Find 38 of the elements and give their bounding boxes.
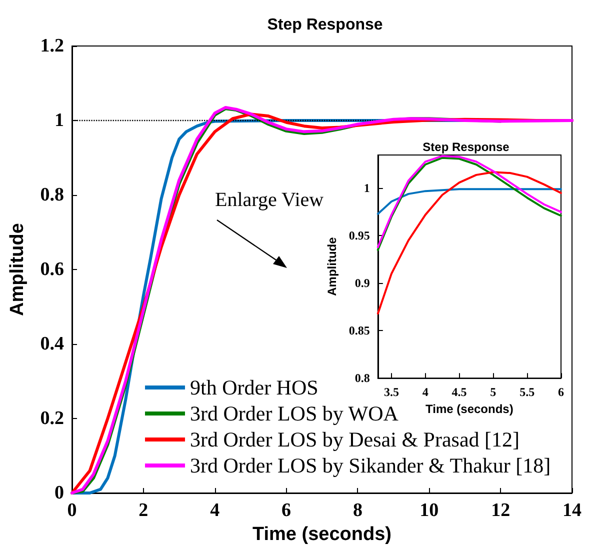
- legend-label: 3rd Order LOS by WOA: [190, 402, 400, 426]
- y-tick-label: 0.2: [40, 408, 64, 429]
- y-tick-label: 1: [54, 110, 64, 131]
- x-tick-label: 10: [420, 500, 439, 521]
- chart-title: Step Response: [267, 16, 383, 34]
- y-tick-label: 0.9: [354, 276, 370, 290]
- legend-label: 9th Order HOS: [190, 376, 318, 400]
- y-tick-label: 0.8: [354, 371, 370, 386]
- x-tick-label: 5.5: [520, 385, 535, 400]
- y-tick-label: 0.8: [40, 184, 64, 206]
- y-tick-label: 0: [54, 482, 64, 504]
- y-tick-label: 0.4: [40, 334, 64, 354]
- chart-title: Step Response: [422, 140, 510, 154]
- line-series: [376, 188, 562, 215]
- x-tick-label: 5: [490, 385, 496, 400]
- line-series: [376, 171, 562, 315]
- y-tick-label: 0.95: [348, 228, 370, 243]
- y-tick-label: 1.2: [40, 36, 64, 56]
- x-tick-label: 4: [422, 385, 428, 400]
- x-tick-label: 14: [562, 500, 582, 521]
- y-tick-label: 0.85: [348, 324, 370, 338]
- x-tick-label: 6: [282, 500, 292, 521]
- y-tick-label: 1: [364, 181, 370, 196]
- legend-label: 3rd Order LOS by Desai & Prasad [12]: [190, 428, 520, 452]
- x-tick-label: 12: [491, 500, 510, 521]
- x-tick-label: 4: [210, 500, 220, 521]
- x-tick-label: 2: [138, 500, 148, 521]
- x-tick-label: 8: [352, 500, 362, 521]
- annotation: Enlarge View: [215, 189, 324, 211]
- y-tick-label: 0.6: [40, 259, 64, 280]
- x-tick-label: 4.5: [452, 385, 467, 400]
- x-tick-label: 6: [558, 385, 564, 400]
- y-axis-title: Amplitude: [7, 223, 28, 316]
- x-tick-label: 3.5: [384, 385, 399, 400]
- legend-label: 3rd Order LOS by Sikander & Thakur [18]: [190, 454, 551, 478]
- y-axis-title: Amplitude: [325, 236, 339, 296]
- x-axis-title: Time (seconds): [426, 402, 514, 416]
- x-axis-title: Time (seconds): [252, 524, 392, 545]
